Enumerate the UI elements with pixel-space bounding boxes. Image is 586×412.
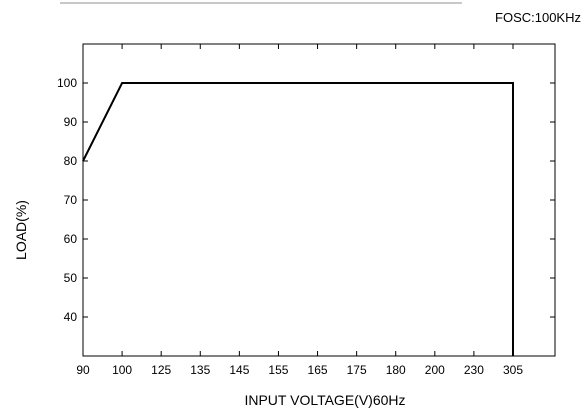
y-tick-label: 60 (64, 232, 78, 246)
series-layer (82, 82, 514, 357)
y-tick-label: 90 (64, 115, 78, 129)
x-tick-label: 200 (425, 363, 445, 377)
x-tick-label: 90 (76, 363, 90, 377)
x-tick-label: 180 (386, 363, 406, 377)
y-tick-label: 40 (64, 310, 78, 324)
y-axis-title: LOAD(%) (13, 200, 29, 260)
x-tick-label: 230 (464, 363, 484, 377)
x-axis: 90 100 125 135 145 155 165 175 180 200 230 305 (76, 44, 523, 377)
x-tick-label: 175 (347, 363, 367, 377)
y-tick-label: 50 (64, 271, 78, 285)
x-tick-label: 125 (151, 363, 171, 377)
y-axis: 40 50 60 70 80 90 100 (57, 76, 555, 324)
x-tick-label: 135 (190, 363, 210, 377)
plot-frame (82, 43, 556, 357)
x-tick-label: 165 (308, 363, 328, 377)
frequency-annotation: FOSC:100KHz (495, 10, 581, 25)
y-tick-label: 70 (64, 193, 78, 207)
y-tick-label: 80 (64, 154, 78, 168)
y-tick-label: 100 (57, 76, 77, 90)
x-tick-label: 100 (112, 363, 132, 377)
x-axis-title: INPUT VOLTAGE(V)60Hz (244, 392, 405, 408)
derating-curve (82, 82, 514, 356)
x-tick-label: 155 (268, 363, 288, 377)
x-tick-label: 305 (503, 363, 523, 377)
x-tick-label: 145 (229, 363, 249, 377)
